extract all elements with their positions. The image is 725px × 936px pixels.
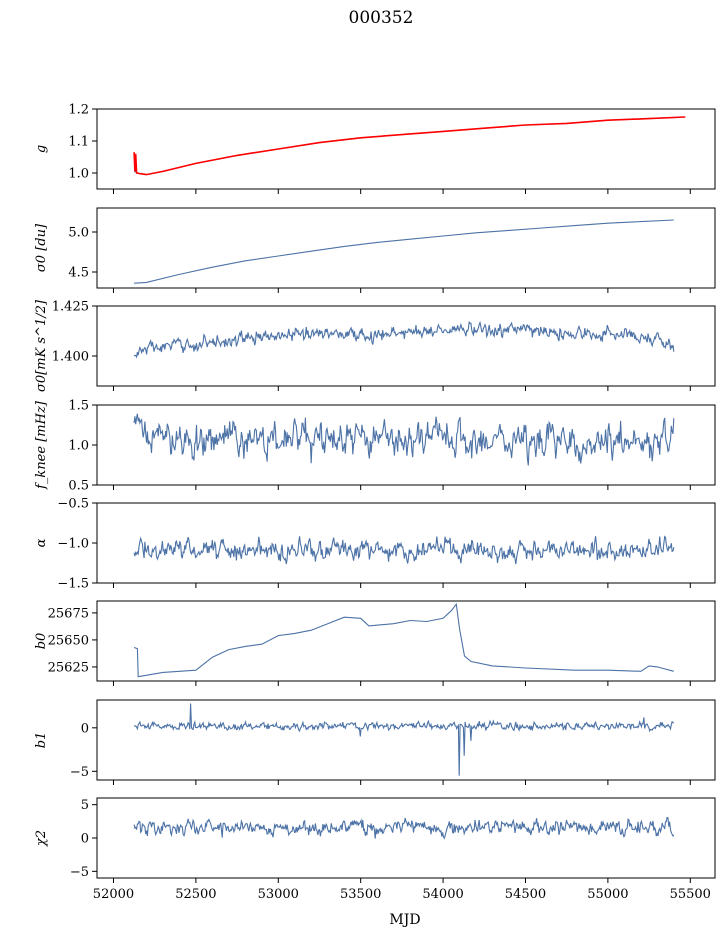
y-tick-label: 4.5 bbox=[68, 266, 89, 281]
y-tick-label: 1.5 bbox=[68, 399, 89, 414]
y-tick-label: −1.5 bbox=[57, 577, 89, 592]
panel-frame bbox=[96, 108, 716, 190]
series-line-data bbox=[133, 116, 683, 176]
series-line-data bbox=[133, 535, 675, 565]
figure-title: 000352 bbox=[349, 8, 414, 28]
panel-2: 4.5 5.0 σ0 [du] bbox=[34, 207, 716, 293]
y-tick-label: −5 bbox=[70, 765, 89, 780]
series-line-fit bbox=[133, 116, 686, 176]
panel-8: −5 0 5 52000 52500 53000 53500 54000 54500 55000 5… bbox=[34, 797, 716, 902]
y-tick-label: 1.425 bbox=[52, 300, 89, 315]
series-line-data bbox=[134, 219, 674, 284]
x-tick-label: 55500 bbox=[670, 887, 711, 902]
panel-frame bbox=[96, 600, 716, 682]
panel-4: 0.5 1.0 1.5 f_knee [mHz] bbox=[34, 399, 716, 494]
x-tick-label: 52000 bbox=[93, 887, 134, 902]
panel-6: 25625 25650 25675 b0 bbox=[34, 600, 716, 686]
y-tick-label: 1.0 bbox=[68, 167, 89, 182]
panel-frame bbox=[96, 207, 716, 289]
panel-frame bbox=[96, 797, 716, 879]
y-tick-label: −0.5 bbox=[57, 497, 89, 512]
x-tick-label: 54500 bbox=[505, 887, 546, 902]
y-axis-label: b1 bbox=[34, 732, 49, 749]
y-axis-label: b0 bbox=[34, 633, 49, 650]
series-line-data bbox=[133, 703, 675, 776]
panel-5: −1.5 −1.0 −0.5 α bbox=[34, 497, 716, 592]
x-tick-label: 53000 bbox=[258, 887, 299, 902]
series-line-data bbox=[133, 602, 674, 678]
x-tick-label: 53500 bbox=[340, 887, 381, 902]
y-tick-label: 5.0 bbox=[68, 226, 89, 241]
y-axis-label: α bbox=[34, 538, 49, 547]
y-tick-label: 1.0 bbox=[68, 439, 89, 454]
y-axis-label: χ2 bbox=[34, 830, 49, 847]
y-tick-label: 1.1 bbox=[68, 135, 89, 150]
series-line-data bbox=[133, 413, 675, 466]
x-tick-label: 55000 bbox=[587, 887, 628, 902]
y-axis-label: σ0[mK s^1/2] bbox=[34, 299, 49, 392]
y-tick-label: 0 bbox=[81, 721, 89, 736]
y-tick-label: −5 bbox=[70, 865, 89, 880]
panel-frame bbox=[96, 305, 716, 387]
x-tick-label: 54000 bbox=[422, 887, 463, 902]
y-axis-label: g bbox=[34, 145, 49, 153]
y-tick-label: 1.2 bbox=[68, 103, 89, 118]
y-tick-label: 1.400 bbox=[52, 350, 89, 365]
panel-1: 1.0 1.1 1.2 g bbox=[34, 103, 716, 194]
y-tick-label: −1.0 bbox=[57, 537, 89, 552]
y-tick-label: 0 bbox=[81, 832, 89, 847]
x-tick-label: 52500 bbox=[175, 887, 216, 902]
x-axis-label: MJD bbox=[389, 912, 420, 928]
series-line-data bbox=[133, 816, 675, 840]
y-tick-label: 25650 bbox=[48, 633, 89, 648]
y-tick-label: 25625 bbox=[48, 660, 89, 675]
y-tick-label: 0.5 bbox=[68, 479, 89, 494]
panel-7: −5 0 b1 bbox=[34, 699, 716, 785]
series-line-data bbox=[133, 320, 675, 359]
panel-frame bbox=[96, 699, 716, 781]
y-tick-label: 5 bbox=[81, 798, 89, 813]
y-axis-label: f_knee [mHz] bbox=[34, 400, 49, 490]
y-axis-label: σ0 [du] bbox=[34, 223, 49, 272]
y-tick-label: 25675 bbox=[48, 606, 89, 621]
